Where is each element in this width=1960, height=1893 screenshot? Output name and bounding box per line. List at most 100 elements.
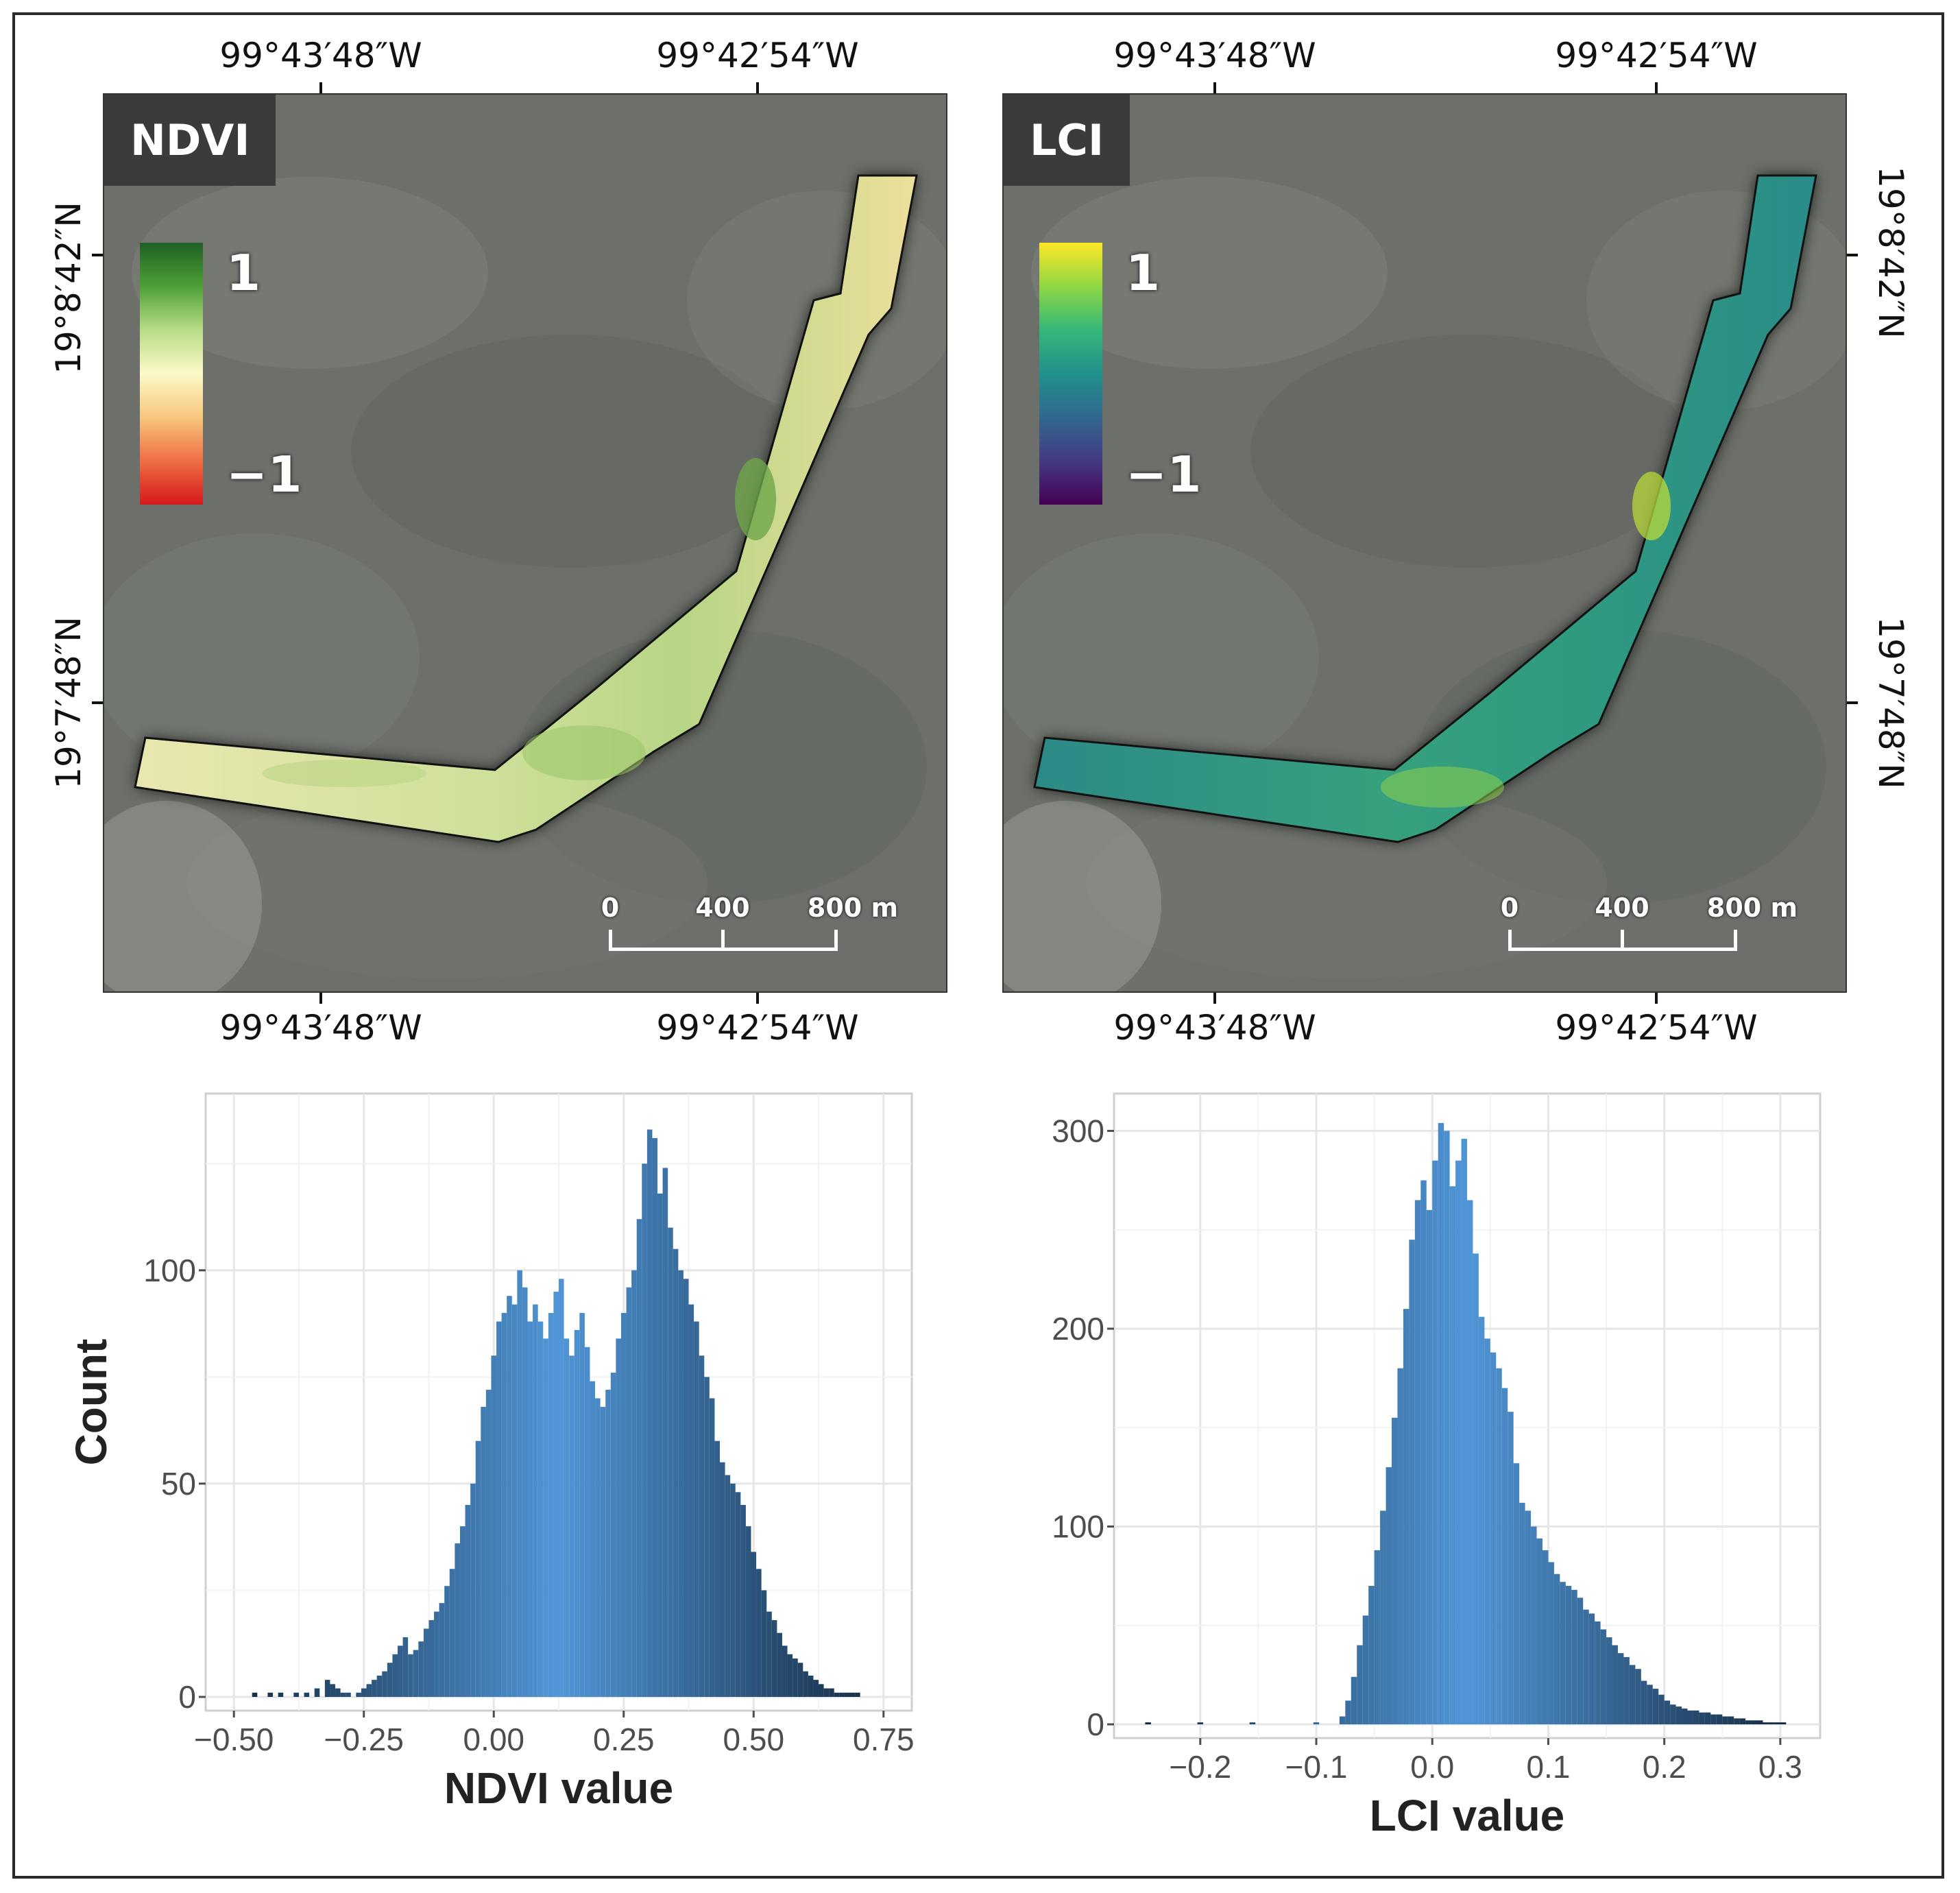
lci-bar bbox=[1606, 1637, 1612, 1724]
lci-bar bbox=[1461, 1138, 1467, 1724]
lci-bottom-lon-2: 99°42′54″W bbox=[1555, 1008, 1758, 1048]
ndvi-bar bbox=[330, 1684, 336, 1697]
lci-bar bbox=[1629, 1665, 1636, 1724]
lci-bar bbox=[1508, 1412, 1514, 1724]
lci-bar bbox=[1577, 1597, 1584, 1724]
ndvi-bar bbox=[714, 1440, 721, 1697]
lci-bar bbox=[1368, 1586, 1375, 1724]
lci-bar bbox=[1490, 1352, 1497, 1724]
ndvi-bar bbox=[553, 1291, 559, 1697]
ndvi-bar bbox=[511, 1304, 518, 1697]
lci-bar bbox=[1386, 1467, 1392, 1724]
ndvi-histogram: −0.50 −0.25 0.00 0.25 0.50 0.75 0 50 100 NDVI val… bbox=[66, 1092, 915, 1813]
ndvi-bar bbox=[579, 1313, 585, 1697]
ndvi-bottom-lon-1: 99°43′48″W bbox=[219, 1008, 422, 1048]
ndvi-bar bbox=[834, 1692, 840, 1697]
ndvi-ytick-label: 100 bbox=[143, 1253, 196, 1288]
lci-bar bbox=[1392, 1417, 1398, 1724]
ndvi-bar bbox=[507, 1296, 512, 1697]
ndvi-bar bbox=[382, 1671, 387, 1697]
ndvi-bar bbox=[501, 1313, 507, 1697]
ndvi-bar bbox=[771, 1620, 777, 1697]
ndvi-bar bbox=[376, 1675, 383, 1697]
lci-bar bbox=[1362, 1615, 1369, 1724]
lci-bar bbox=[1617, 1653, 1624, 1724]
lci-bar bbox=[1780, 1722, 1787, 1724]
lci-ytick-label: 100 bbox=[1052, 1508, 1104, 1544]
ndvi-bar bbox=[839, 1692, 845, 1697]
lci-bar bbox=[1444, 1131, 1450, 1724]
ndvi-bar bbox=[278, 1692, 284, 1697]
lci-bar bbox=[1693, 1710, 1699, 1724]
ndvi-bar bbox=[626, 1287, 632, 1697]
ndvi-bar bbox=[584, 1347, 590, 1697]
ndvi-bar bbox=[537, 1321, 544, 1697]
lci-bar bbox=[1478, 1316, 1485, 1724]
ndvi-colorbar-min: −1 bbox=[226, 446, 302, 503]
ndvi-bar bbox=[720, 1462, 725, 1697]
ndvi-bar bbox=[439, 1603, 445, 1697]
ndvi-bar bbox=[787, 1654, 793, 1697]
ndvi-bar bbox=[797, 1663, 803, 1697]
lci-bar bbox=[1426, 1209, 1433, 1724]
ndvi-xtick-label: −0.50 bbox=[194, 1722, 274, 1757]
lci-bar bbox=[1420, 1180, 1427, 1724]
ndvi-bar bbox=[459, 1526, 465, 1697]
ndvi-bar bbox=[673, 1249, 679, 1697]
lci-scalebar-tick-0 bbox=[1508, 930, 1512, 951]
lci-ytick-label: 200 bbox=[1052, 1311, 1104, 1347]
ndvi-bar bbox=[314, 1688, 320, 1697]
lci-bar bbox=[1374, 1550, 1381, 1724]
lci-xtick-label: 0.3 bbox=[1758, 1749, 1802, 1785]
lci-bar bbox=[1745, 1720, 1752, 1724]
ndvi-xtick-label: 0.75 bbox=[853, 1722, 915, 1757]
ndvi-bar bbox=[496, 1321, 502, 1697]
ndvi-bar bbox=[823, 1688, 830, 1697]
lci-scalebar-tick-400 bbox=[1621, 930, 1624, 951]
lci-bar bbox=[1380, 1510, 1386, 1724]
lci-bar bbox=[1542, 1550, 1549, 1724]
ndvi-colorbar bbox=[140, 243, 203, 505]
ndvi-bar bbox=[636, 1219, 642, 1697]
lci-bar bbox=[1739, 1718, 1746, 1724]
ndvi-bar bbox=[844, 1692, 850, 1697]
ndvi-tick-top-1 bbox=[319, 82, 322, 93]
lci-xtick-label: −0.1 bbox=[1285, 1749, 1348, 1785]
ndvi-bar bbox=[595, 1398, 601, 1697]
ndvi-bar bbox=[782, 1645, 788, 1697]
lci-bar bbox=[1560, 1582, 1566, 1724]
ndvi-bar bbox=[402, 1637, 409, 1697]
ndvi-bar bbox=[543, 1338, 548, 1697]
lci-bar bbox=[1357, 1645, 1363, 1724]
ndvi-xtick-label: 0.00 bbox=[463, 1722, 524, 1757]
lci-bar bbox=[1641, 1680, 1647, 1724]
lci-bar bbox=[1699, 1712, 1705, 1724]
ndvi-tick-left-2 bbox=[92, 701, 103, 704]
ndvi-bar bbox=[803, 1671, 808, 1697]
ndvi-bar bbox=[470, 1483, 476, 1697]
lci-bar bbox=[1595, 1621, 1601, 1724]
lci-xtick-label: −0.2 bbox=[1169, 1749, 1231, 1785]
lci-bar bbox=[1449, 1186, 1456, 1724]
ndvi-y-axis-label: Count bbox=[66, 1339, 116, 1466]
ndvi-map-title: NDVI bbox=[104, 95, 276, 186]
ndvi-bar bbox=[793, 1659, 798, 1697]
ndvi-bar bbox=[428, 1620, 435, 1697]
ndvi-bar bbox=[475, 1440, 481, 1697]
ndvi-bar bbox=[683, 1279, 689, 1697]
lci-bar bbox=[1571, 1589, 1577, 1724]
lci-bar bbox=[1768, 1722, 1775, 1724]
lci-bar bbox=[1409, 1240, 1415, 1724]
ndvi-bar bbox=[590, 1381, 596, 1697]
ndvi-bottom-lon-2: 99°42′54″W bbox=[656, 1008, 859, 1048]
lci-histogram: −0.2 −0.1 0.0 0.1 0.2 0.3 0 100 200 300 LCI value bbox=[1052, 1092, 1822, 1837]
ndvi-top-lon-1: 99°43′48″W bbox=[219, 36, 422, 75]
lci-bar bbox=[1414, 1200, 1421, 1724]
ndvi-bar bbox=[813, 1680, 819, 1697]
lci-bar bbox=[1763, 1722, 1769, 1724]
ndvi-bar bbox=[517, 1270, 522, 1697]
ndvi-tick-bottom-1 bbox=[319, 993, 322, 1004]
ndvi-satellite-background bbox=[104, 95, 946, 991]
ndvi-bar bbox=[392, 1654, 398, 1697]
lci-bar bbox=[1513, 1463, 1520, 1724]
